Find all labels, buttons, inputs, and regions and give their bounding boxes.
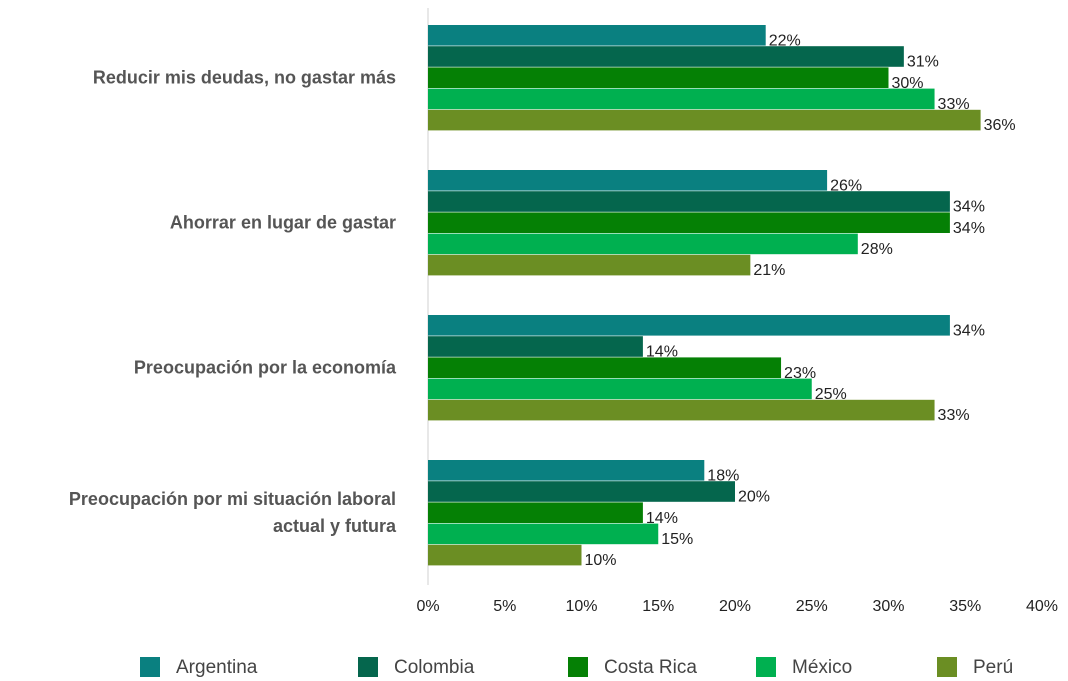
x-tick-label: 5% <box>493 598 516 615</box>
value-label: 21% <box>753 262 785 279</box>
x-tick-label: 40% <box>1026 598 1058 615</box>
legend-swatch <box>568 657 588 677</box>
value-label: 31% <box>907 54 939 71</box>
x-tick-label: 15% <box>642 598 674 615</box>
value-label: 20% <box>738 489 770 506</box>
legend-label: Perú <box>973 657 1013 678</box>
x-tick-label: 10% <box>565 598 597 615</box>
bar <box>428 254 751 276</box>
value-label: 28% <box>861 241 893 258</box>
value-label: 25% <box>815 386 847 403</box>
value-label: 36% <box>984 117 1016 134</box>
bar <box>428 523 659 545</box>
value-label: 14% <box>646 510 678 527</box>
value-label: 26% <box>830 177 862 194</box>
bar <box>428 67 889 88</box>
legend-swatch <box>937 657 957 677</box>
x-tick-label: 0% <box>416 598 439 615</box>
bar <box>428 357 782 378</box>
bar <box>428 191 950 212</box>
bar <box>428 25 766 46</box>
bar <box>428 315 950 336</box>
bar <box>428 378 812 400</box>
category-label: Preocupación por mi situación laboral ac… <box>68 489 396 536</box>
bar <box>428 460 705 481</box>
legend-swatch <box>140 657 160 677</box>
bar <box>428 88 935 110</box>
bar <box>428 233 858 255</box>
category-label: Ahorrar en lugar de gastar <box>169 212 396 233</box>
value-label: 15% <box>661 531 693 548</box>
value-label: 33% <box>938 407 970 424</box>
legend-label: Colombia <box>394 657 475 678</box>
legend-swatch <box>756 657 776 677</box>
value-label: 22% <box>769 32 801 49</box>
x-tick-label: 30% <box>872 598 904 615</box>
value-label: 10% <box>585 552 617 569</box>
category-label: Reducir mis deudas, no gastar más <box>92 67 396 88</box>
value-label: 18% <box>707 467 739 484</box>
value-label: 23% <box>784 365 816 382</box>
value-label: 34% <box>953 220 985 237</box>
value-label: 34% <box>953 199 985 216</box>
bar <box>428 502 643 523</box>
bar <box>428 109 981 131</box>
value-label: 33% <box>938 96 970 113</box>
legend-label: Argentina <box>176 657 258 678</box>
legend-swatch <box>358 657 378 677</box>
bar <box>428 481 735 502</box>
legend-label: Costa Rica <box>604 657 697 678</box>
value-label: 30% <box>892 75 924 92</box>
bar <box>428 46 904 67</box>
x-tick-label: 35% <box>949 598 981 615</box>
value-label: 34% <box>953 322 985 339</box>
x-tick-label: 25% <box>796 598 828 615</box>
legend-label: México <box>792 657 852 678</box>
bar <box>428 399 935 421</box>
bar <box>428 336 643 357</box>
bar <box>428 212 950 233</box>
category-label: Preocupación por la economía <box>133 357 396 378</box>
value-label: 14% <box>646 344 678 361</box>
x-tick-label: 20% <box>719 598 751 615</box>
bar <box>428 544 582 566</box>
bar <box>428 170 828 191</box>
